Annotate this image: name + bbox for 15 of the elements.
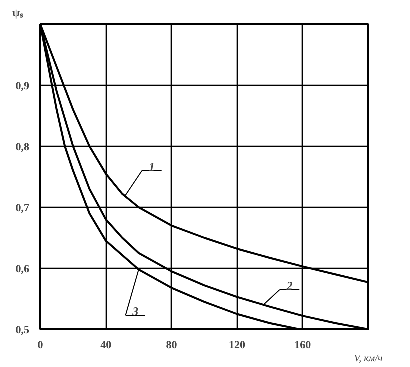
y-tick-label: 0,9	[16, 80, 30, 92]
annotation: 1	[149, 160, 156, 174]
y-tick-label: 0,8	[16, 142, 30, 154]
annotation: 3	[132, 304, 139, 318]
y-tick-label: 0,6	[16, 264, 30, 276]
y-tick-label: 0,5	[16, 324, 30, 336]
x-tick-label: 40	[100, 340, 112, 352]
x-tick-label: 160	[294, 340, 312, 352]
annotation: 2	[286, 278, 293, 293]
x-axis-title: V, км/ч	[354, 354, 383, 364]
x-tick-label: 0	[38, 340, 44, 352]
x-tick-label: 120	[229, 340, 246, 352]
x-tick-label: 80	[166, 340, 178, 352]
y-tick-label: 0,7	[16, 202, 30, 214]
y-axis-title: ψₛ	[12, 8, 24, 20]
